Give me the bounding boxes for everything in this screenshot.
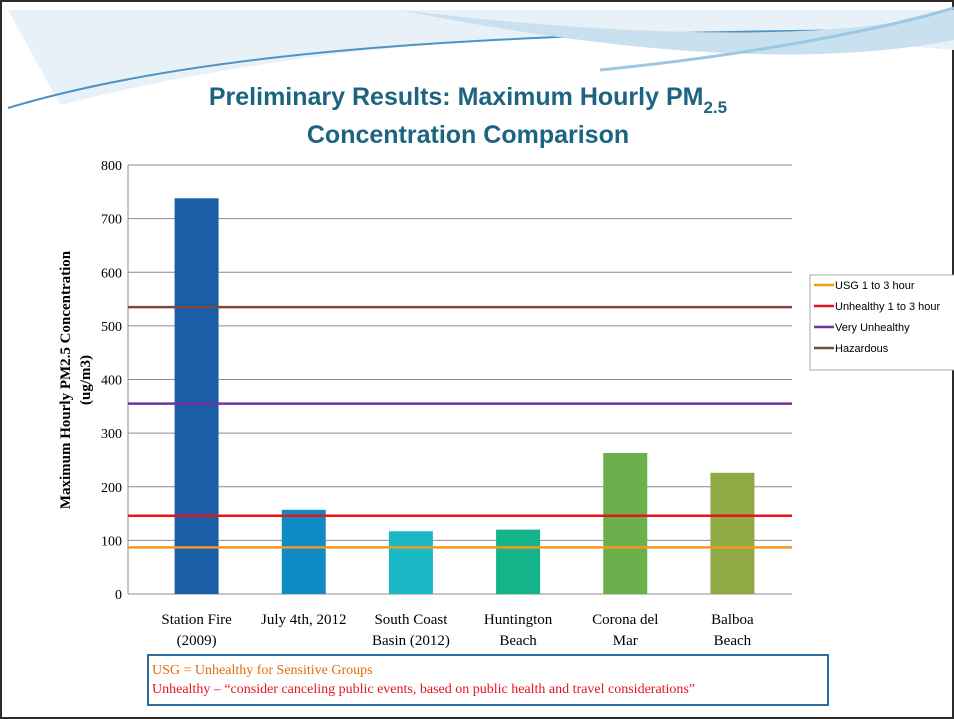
note: USG = Unhealthy for Sensitive Groups	[152, 663, 373, 678]
chart-title-line2: Concentration Comparison	[307, 121, 629, 149]
bar	[496, 529, 541, 594]
bar	[281, 509, 326, 594]
x-tick-label: Balboa	[711, 612, 754, 628]
y-tick-label: 0	[115, 588, 122, 603]
y-tick-label: 700	[101, 213, 122, 228]
x-tick-label: Huntington	[484, 612, 553, 628]
x-tick-label: July 4th, 2012	[261, 612, 346, 628]
legend-label: Hazardous	[835, 343, 889, 355]
legend-label: Unhealthy 1 to 3 hour	[835, 301, 941, 313]
y-tick-label: 400	[101, 374, 122, 389]
x-tick-label: Beach	[499, 633, 537, 649]
title-subscript: 2.5	[703, 98, 727, 117]
y-axis-title-line: Maximum Hourly PM2.5 Concentration	[58, 250, 74, 509]
chart-title: Preliminary Results: Maximum Hourly PM2.…	[209, 83, 727, 117]
legend-label: Very Unhealthy	[835, 322, 910, 334]
x-tick-label: South Coast	[374, 612, 448, 628]
legend-box	[809, 274, 954, 371]
swoosh-2	[599, 6, 954, 72]
notes-box	[147, 654, 829, 706]
title-text: Preliminary Results: Maximum Hourly PM	[209, 83, 704, 111]
y-axis-title-line: (ug/m3)	[78, 355, 94, 405]
bar	[603, 452, 648, 594]
y-tick-label: 600	[101, 266, 122, 281]
x-tick-label: Corona del	[592, 612, 658, 628]
bar	[710, 472, 755, 594]
y-tick-label: 300	[101, 427, 122, 442]
y-tick-label: 200	[101, 481, 122, 496]
x-tick-label: (2009)	[177, 633, 217, 649]
bar	[388, 531, 433, 594]
bar	[174, 198, 219, 594]
x-tick-label: Station Fire	[161, 612, 232, 628]
y-tick-label: 100	[101, 534, 122, 549]
legend-label: USG 1 to 3 hour	[835, 280, 915, 292]
note: Unhealthy – “consider canceling public e…	[152, 682, 695, 697]
x-tick-label: Mar	[613, 633, 638, 649]
swoosh	[7, 29, 954, 109]
x-tick-label: Beach	[714, 633, 752, 649]
x-tick-label: Basin (2012)	[372, 633, 450, 649]
y-axis-title: Maximum Hourly PM2.5 Concentration (ug/m3…	[58, 250, 94, 509]
y-tick-label: 800	[101, 159, 122, 174]
swoosh-fill	[400, 10, 954, 55]
y-tick-label: 500	[101, 320, 122, 335]
